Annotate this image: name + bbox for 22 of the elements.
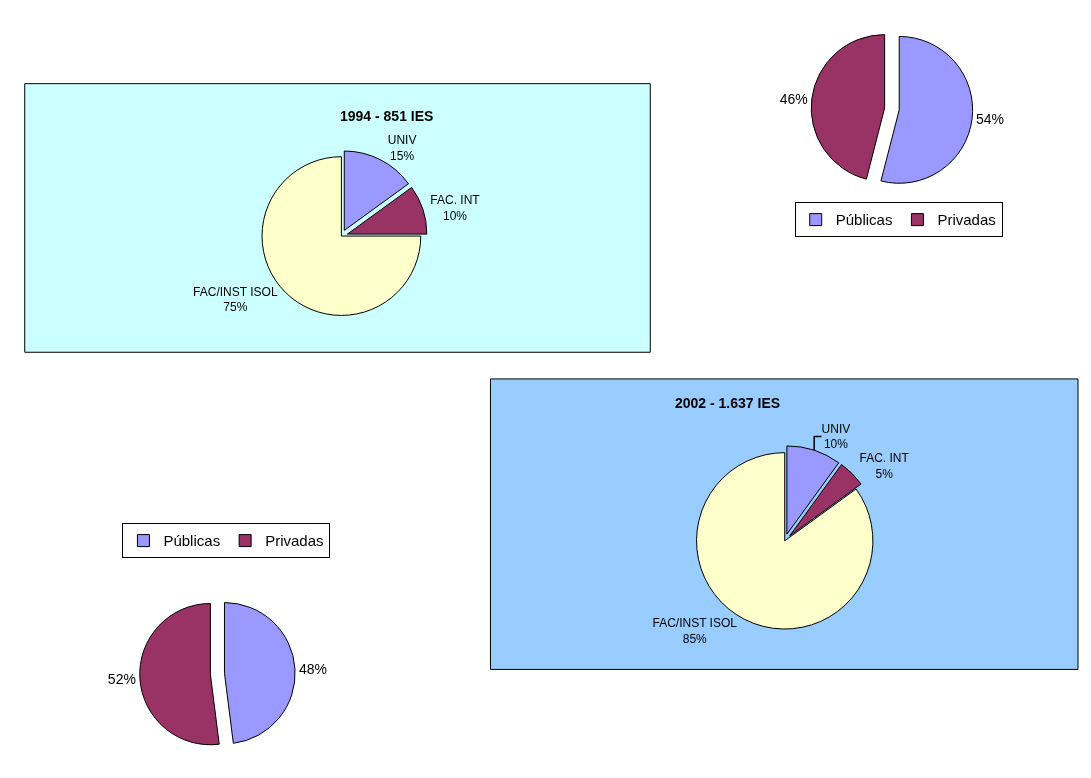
data-label: 52%: [107, 670, 136, 687]
slice-label: FAC. INT: [430, 193, 481, 208]
slice-label: FAC. INT: [859, 451, 910, 466]
data-label: 5%: [875, 466, 894, 481]
chart-title: 2002 - 1.637 IES: [675, 395, 781, 411]
slice-label: UNIV: [387, 133, 417, 148]
chart-title: 1994 - 851 IES: [340, 108, 434, 124]
legend-label: Privadas: [265, 532, 324, 550]
data-label: 10%: [442, 208, 468, 223]
data-label: 15%: [390, 148, 415, 163]
slice-label: FAC/INST ISOL: [193, 284, 278, 299]
slice-label: UNIV: [821, 421, 851, 436]
legend-label: Privadas: [937, 211, 996, 229]
legend-label: Públicas: [163, 532, 221, 550]
legend-label: Públicas: [835, 211, 893, 229]
data-label: 10%: [823, 437, 849, 452]
data-label: 85%: [682, 631, 708, 646]
data-label: 54%: [976, 111, 1005, 128]
data-label: 48%: [298, 660, 328, 677]
slice-label: FAC/INST ISOL: [652, 616, 738, 631]
data-label: 75%: [223, 300, 248, 315]
data-label: 46%: [779, 90, 808, 107]
